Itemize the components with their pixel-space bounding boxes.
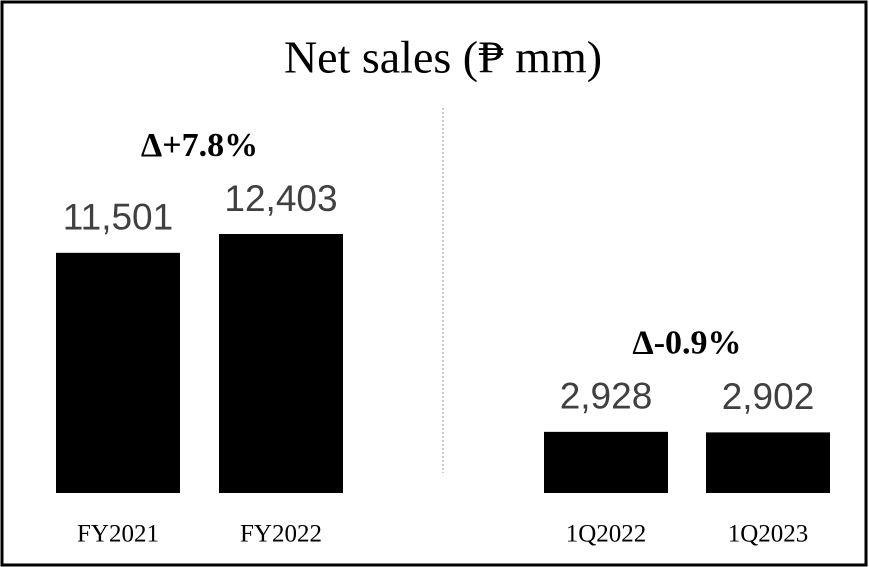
bar (219, 234, 343, 493)
chart-title: Net sales (₱ mm) (284, 32, 602, 83)
value-label: 12,403 (224, 178, 337, 219)
x-tick-label: FY2022 (240, 521, 322, 548)
x-tick-label: FY2021 (77, 521, 159, 548)
annotation: Δ-0.9% (632, 325, 741, 362)
value-label: 2,928 (560, 376, 653, 417)
value-label: 2,902 (722, 376, 815, 417)
annotation: Δ+7.8% (141, 127, 258, 164)
bar (56, 252, 180, 493)
bar (706, 432, 830, 493)
bar (544, 431, 668, 493)
x-tick-label: 1Q2022 (566, 521, 647, 548)
value-label: 11,501 (63, 197, 173, 238)
x-tick-label: 1Q2023 (728, 521, 809, 548)
